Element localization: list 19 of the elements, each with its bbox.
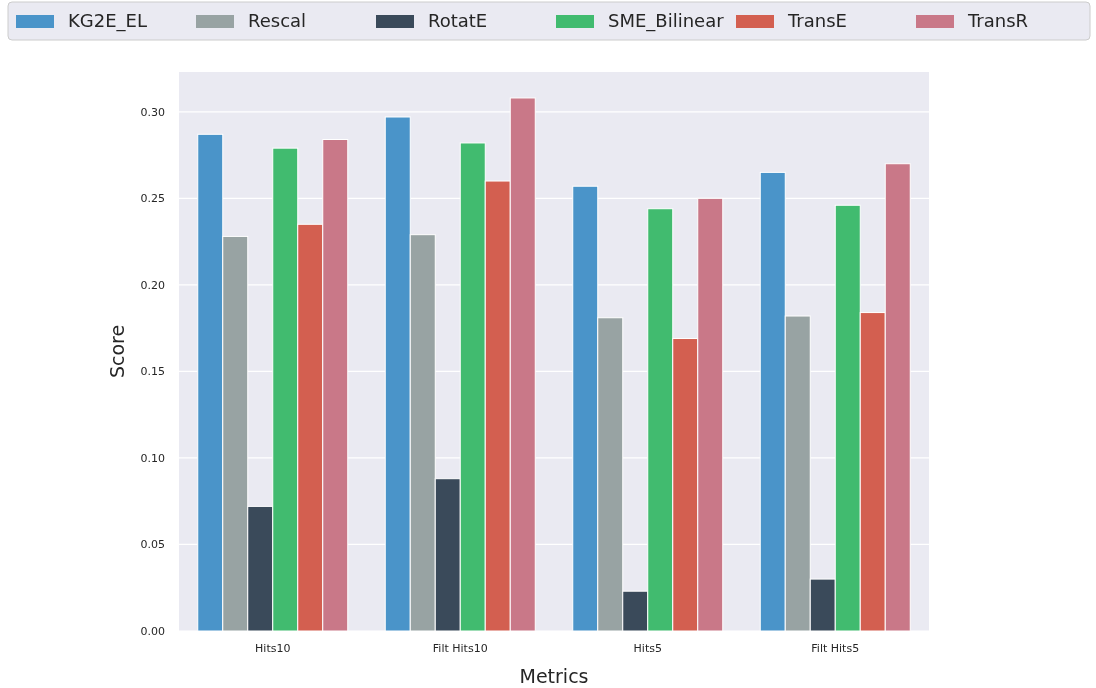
y-axis-title: Score: [106, 324, 128, 379]
x-axis-title: Metrics: [519, 665, 589, 687]
x-tick-label: Hits5: [633, 642, 662, 655]
y-tick-label: 0.30: [140, 105, 165, 119]
legend-label: Rescal: [248, 10, 307, 32]
y-tick-label: 0.15: [140, 365, 165, 379]
y-tick-label: 0.25: [140, 192, 165, 206]
y-tick-label: 0.05: [140, 538, 165, 552]
x-tick-label: Filt Hits5: [811, 642, 860, 655]
y-tick-label: 0.20: [140, 278, 165, 292]
legend-label: SME_Bilinear: [608, 10, 725, 33]
x-tick-label: Hits10: [255, 642, 291, 655]
legend-label: TransR: [967, 10, 1029, 32]
y-tick-label: 0.10: [140, 451, 165, 465]
legend-label: RotatE: [428, 10, 488, 32]
legend-label: TransE: [787, 10, 847, 32]
y-tick-label: 0.00: [140, 624, 165, 638]
legend-label: KG2E_EL: [68, 10, 147, 33]
x-tick-label: Filt Hits10: [432, 642, 488, 655]
